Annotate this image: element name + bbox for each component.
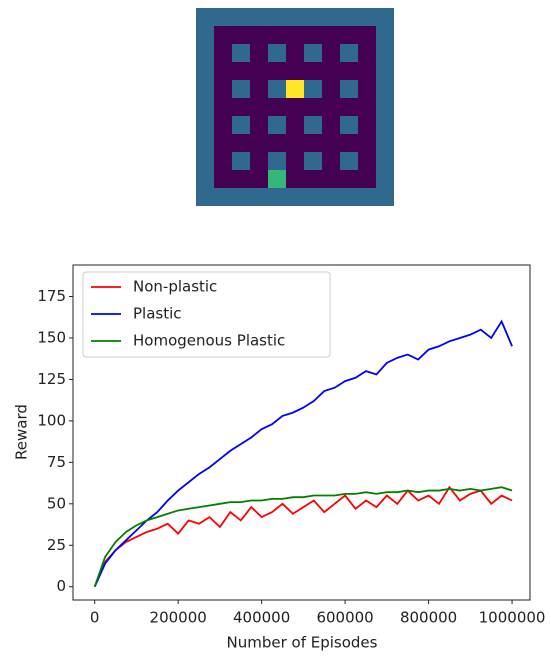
y-tick-label: 0 [56,577,66,595]
legend-label: Plastic [133,305,182,323]
legend-label: Homogenous Plastic [133,332,285,350]
legend-label: Non-plastic [133,278,217,296]
y-tick-label: 150 [37,328,66,346]
axes-frame [72,264,531,601]
maze-blocks [232,44,358,170]
maze-goal [286,80,304,98]
maze-image [196,8,394,206]
x-tick-label: 400000 [233,609,290,627]
series-line [93,485,513,588]
y-tick-label: 25 [47,536,66,554]
x-axis-label: Number of Episodes [227,634,378,652]
x-tick-label: 600000 [316,609,373,627]
x-tick-label: 800000 [400,609,457,627]
y-tick-label: 100 [37,411,66,429]
y-tick-label: 75 [47,453,66,471]
y-tick-label: 50 [47,494,66,512]
x-tick-label: 1000000 [479,609,546,627]
x-tick-label: 0 [90,609,100,627]
plot: 0 25 50 75 100 125 150 175 0 200000 400000 600000 80… [37,264,546,627]
y-tick-label: 175 [37,287,66,305]
y-tick-label: 125 [37,370,66,388]
legend: Non-plastic Plastic Homogenous Plastic [82,271,331,358]
maze-agent [268,170,286,188]
series-line [93,319,513,588]
legend-frame [82,271,331,358]
x-tick-label: 200000 [150,609,207,627]
y-axis-label: Reward [13,404,31,460]
series-line [93,486,513,588]
